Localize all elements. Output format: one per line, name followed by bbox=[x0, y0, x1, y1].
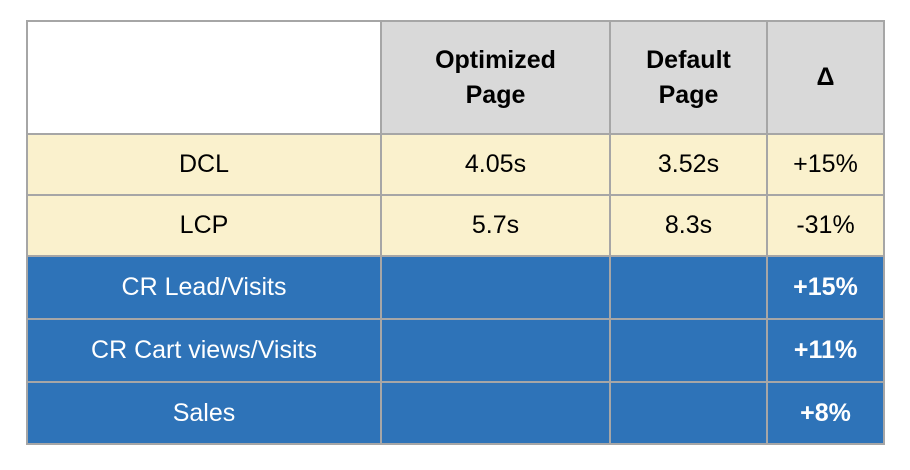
corner-empty-cell bbox=[26, 20, 382, 135]
row-label-cell: DCL bbox=[26, 133, 382, 196]
default-value-cell bbox=[609, 318, 768, 383]
default-value-cell: 8.3s bbox=[609, 194, 768, 257]
default-value-cell bbox=[609, 381, 768, 445]
default-value-cell: 3.52s bbox=[609, 133, 768, 196]
table-row-cr-cart-views-visits: CR Cart views/Visits +11% bbox=[26, 318, 885, 383]
header-row: Optimized Page Default Page Δ bbox=[26, 20, 885, 135]
row-label-cell: CR Cart views/Visits bbox=[26, 318, 382, 383]
optimized-value-cell: 4.05s bbox=[380, 133, 611, 196]
table-row-dcl: DCL 4.05s 3.52s +15% bbox=[26, 133, 885, 196]
delta-value-cell: +15% bbox=[766, 255, 885, 320]
column-header-delta: Δ bbox=[766, 20, 885, 135]
optimized-value-cell bbox=[380, 255, 611, 320]
delta-value-cell: +11% bbox=[766, 318, 885, 383]
optimized-value-cell bbox=[380, 381, 611, 445]
delta-value-cell: -31% bbox=[766, 194, 885, 257]
delta-value-cell: +8% bbox=[766, 381, 885, 445]
delta-value-cell: +15% bbox=[766, 133, 885, 196]
table-row-sales: Sales +8% bbox=[26, 381, 885, 445]
optimized-value-cell bbox=[380, 318, 611, 383]
column-header-optimized-page: Optimized Page bbox=[380, 20, 611, 135]
row-label-cell: Sales bbox=[26, 381, 382, 445]
optimized-value-cell: 5.7s bbox=[380, 194, 611, 257]
table-row-cr-lead-visits: CR Lead/Visits +15% bbox=[26, 255, 885, 320]
metrics-comparison-table: Optimized Page Default Page Δ DCL 4.05s … bbox=[26, 20, 885, 445]
column-header-default-page: Default Page bbox=[609, 20, 768, 135]
default-value-cell bbox=[609, 255, 768, 320]
row-label-cell: CR Lead/Visits bbox=[26, 255, 382, 320]
row-label-cell: LCP bbox=[26, 194, 382, 257]
table-row-lcp: LCP 5.7s 8.3s -31% bbox=[26, 194, 885, 257]
